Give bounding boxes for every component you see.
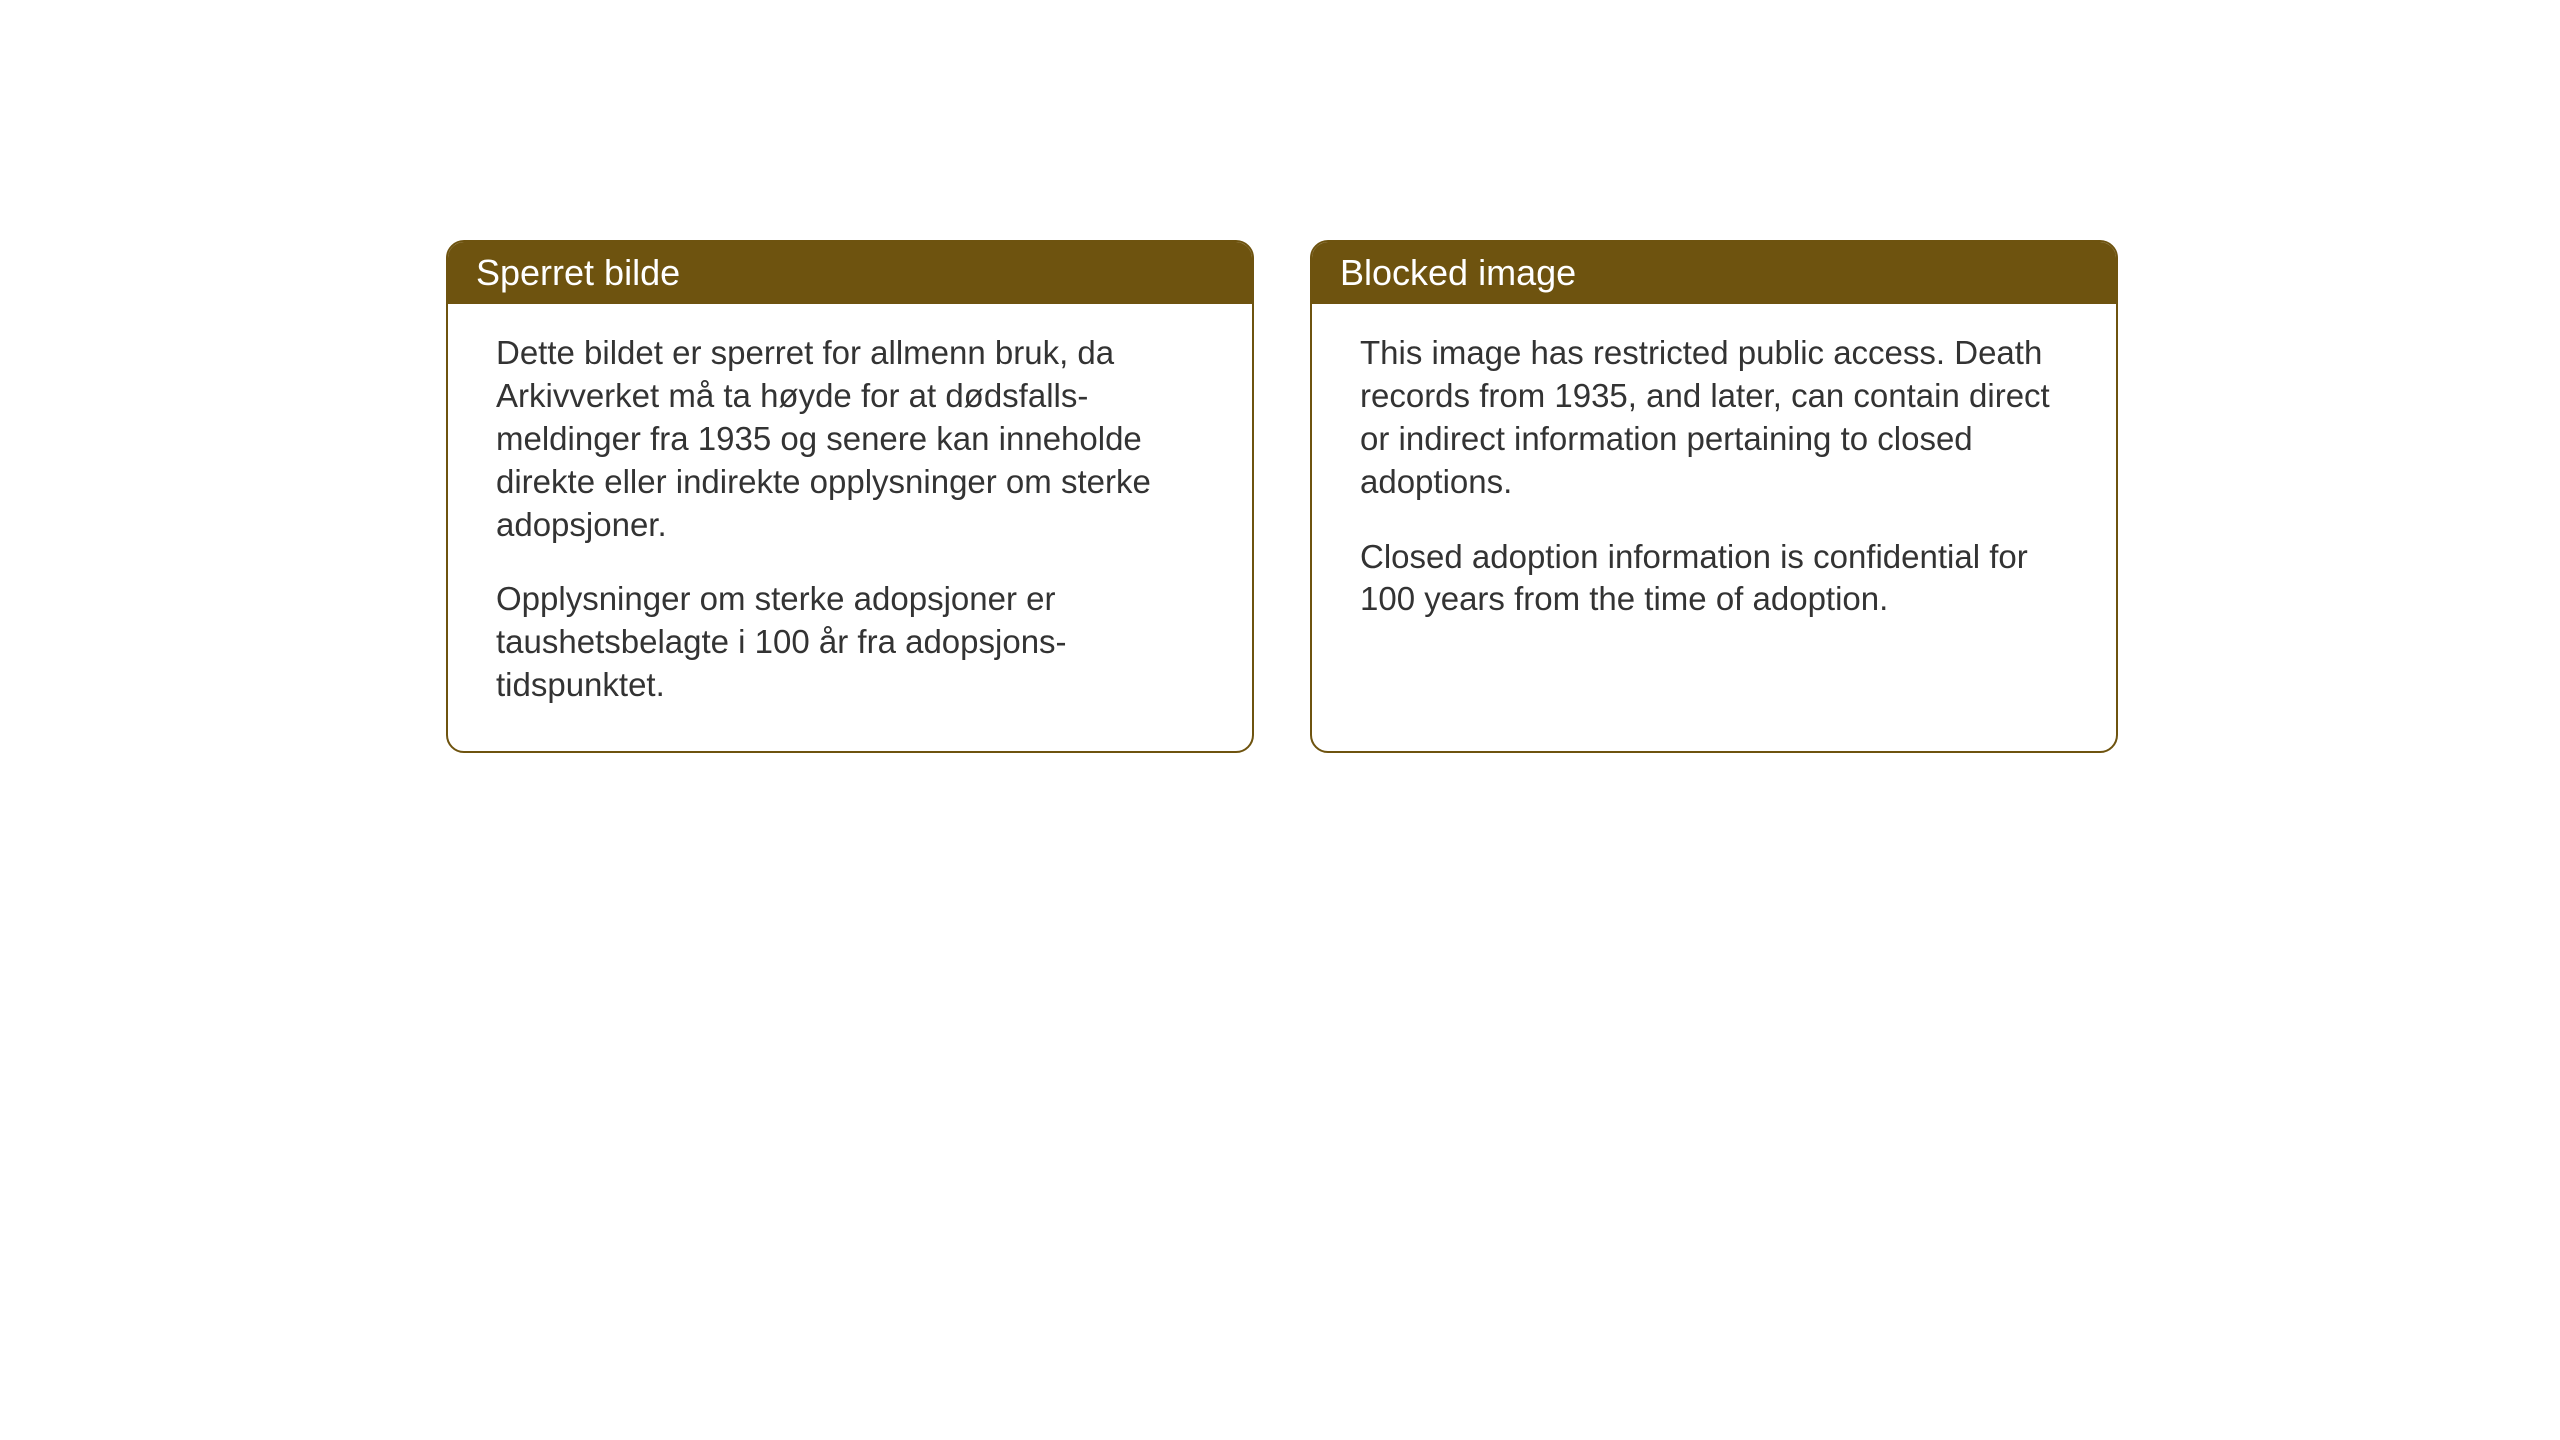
- english-paragraph-2: Closed adoption information is confident…: [1360, 536, 2068, 622]
- english-paragraph-1: This image has restricted public access.…: [1360, 332, 2068, 504]
- english-card-body: This image has restricted public access.…: [1312, 304, 2116, 665]
- notice-container: Sperret bilde Dette bildet er sperret fo…: [446, 240, 2118, 753]
- norwegian-notice-card: Sperret bilde Dette bildet er sperret fo…: [446, 240, 1254, 753]
- norwegian-card-body: Dette bildet er sperret for allmenn bruk…: [448, 304, 1252, 751]
- norwegian-card-title: Sperret bilde: [448, 242, 1252, 304]
- english-notice-card: Blocked image This image has restricted …: [1310, 240, 2118, 753]
- norwegian-paragraph-2: Opplysninger om sterke adopsjoner er tau…: [496, 578, 1204, 707]
- norwegian-paragraph-1: Dette bildet er sperret for allmenn bruk…: [496, 332, 1204, 546]
- english-card-title: Blocked image: [1312, 242, 2116, 304]
